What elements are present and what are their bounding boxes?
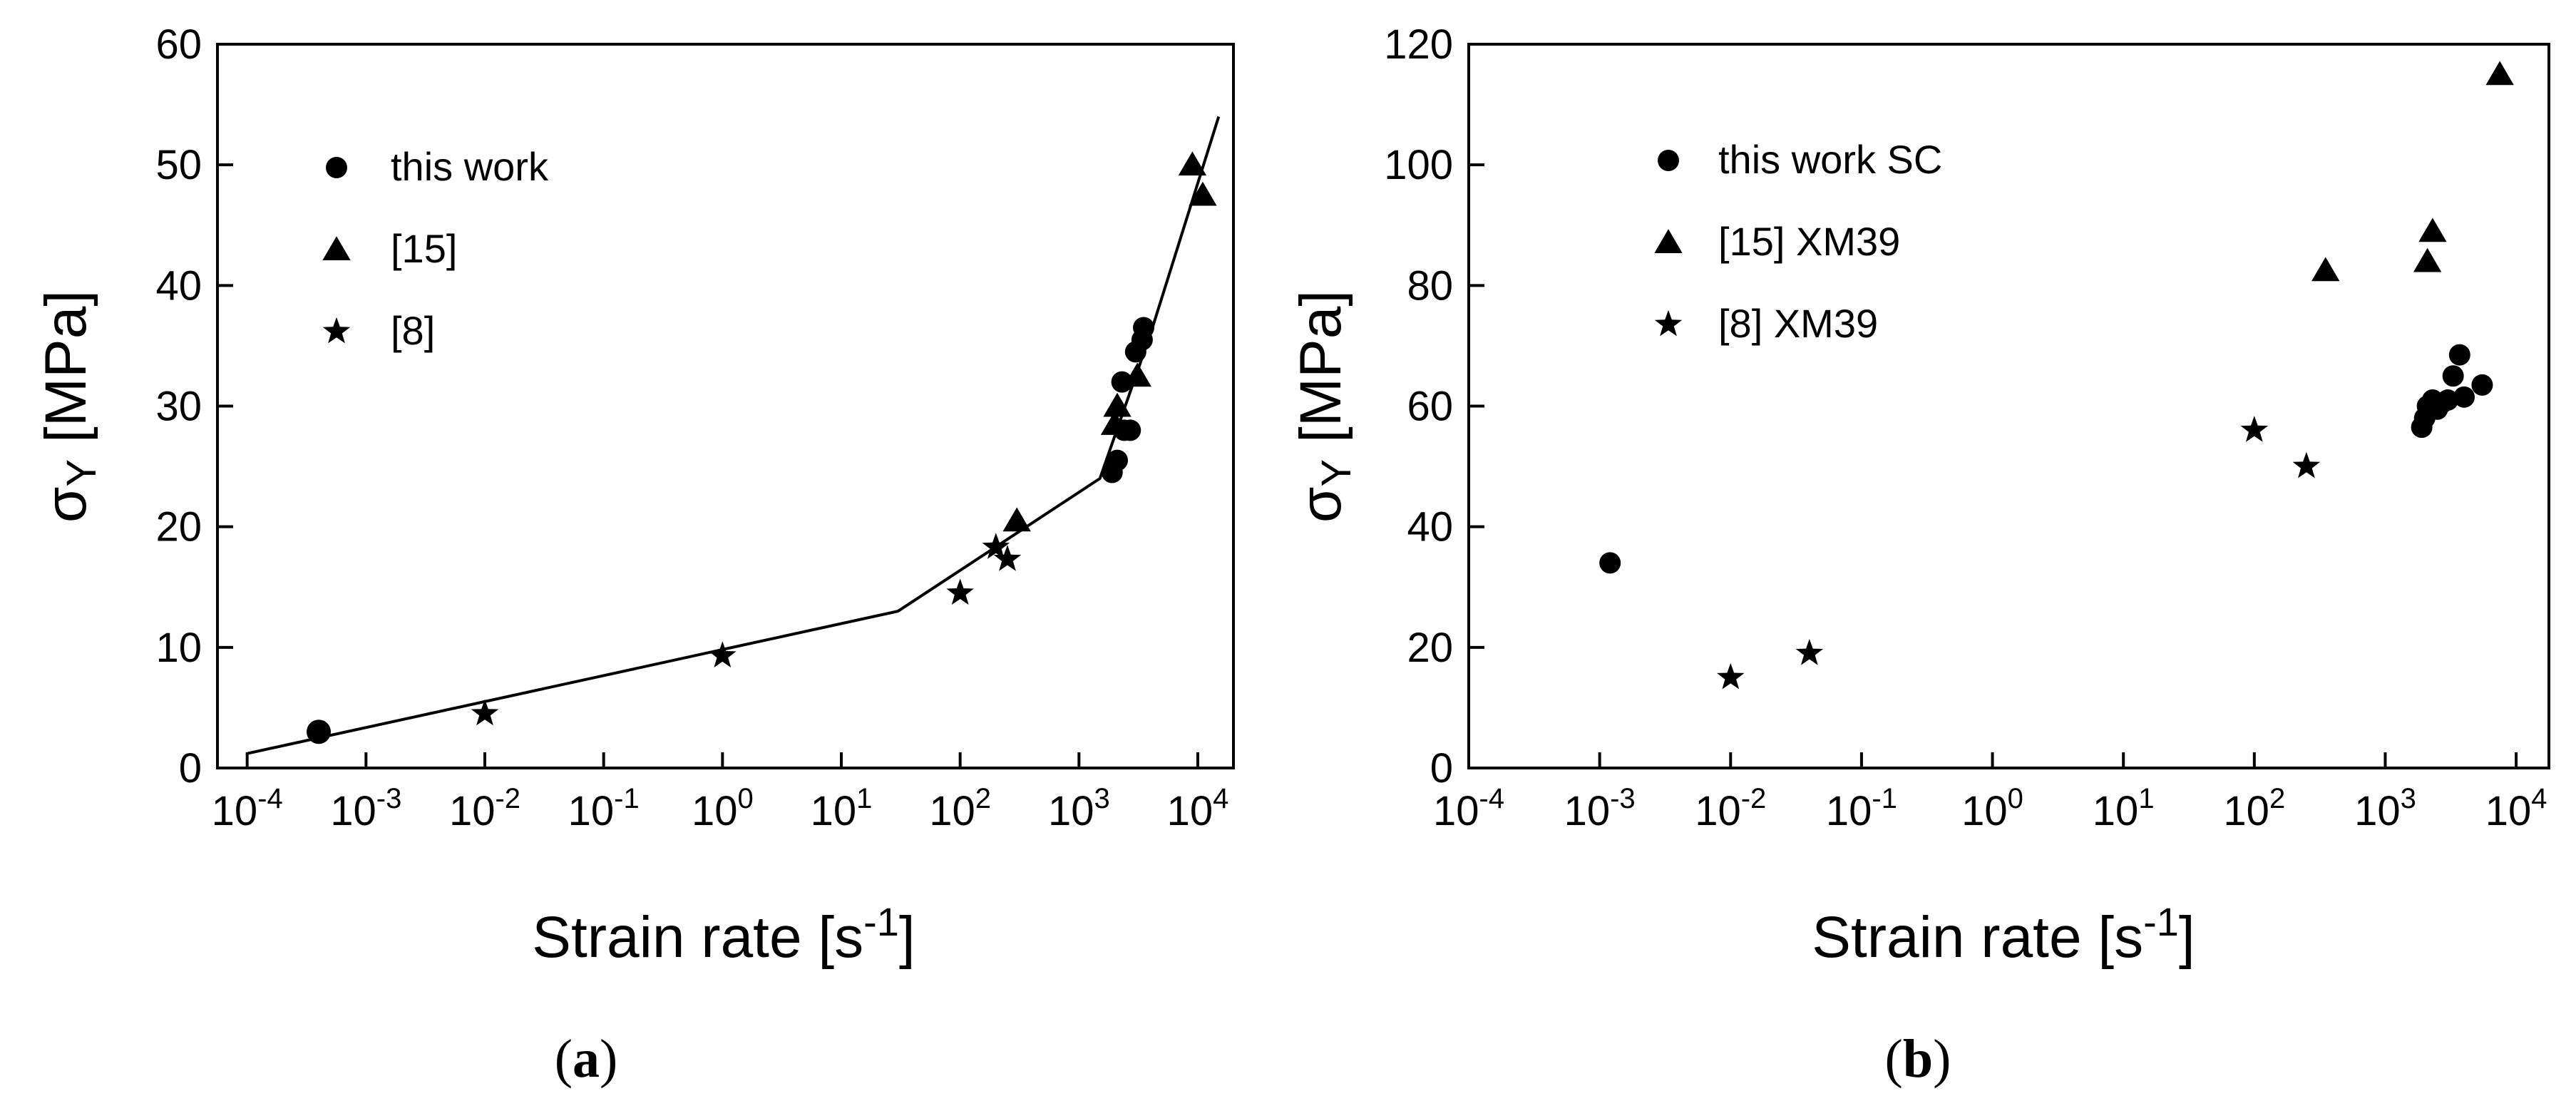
y-tick-label: 40 [1407, 504, 1453, 551]
x-axis-title-b: Strain rate [s-1] [1812, 899, 2195, 970]
x-tick-label: 10-1 [1826, 783, 1897, 834]
x-tick-label: 100 [692, 783, 754, 834]
data-point-triangle [2413, 247, 2442, 272]
data-point-circle [1133, 317, 1155, 339]
legend-label: [15] [391, 226, 457, 271]
data-point-circle [2448, 344, 2470, 366]
data-point-triangle [1103, 392, 1132, 417]
y-tick-label: 0 [1430, 745, 1453, 792]
panel-label-b: (b) [1885, 1029, 1951, 1089]
x-tick-label: 103 [1048, 783, 1110, 834]
data-point-star [2240, 416, 2269, 442]
x-tick-label: 10-1 [568, 783, 640, 834]
data-point-triangle [1002, 507, 1031, 532]
data-point-triangle [2485, 61, 2514, 86]
legend-a: this work [15] [8] [322, 144, 549, 353]
x-tick-label: 10-2 [449, 783, 520, 834]
data-point-star [1795, 639, 1824, 665]
y-tick-label: 80 [1407, 262, 1453, 309]
data-marks-b [1599, 61, 2514, 690]
data-point-circle [307, 720, 332, 744]
data-point-triangle [1189, 181, 1217, 206]
y-axis-title-b: σY [MPa] [1288, 290, 1360, 523]
x-tick-label: 101 [811, 783, 873, 834]
data-point-triangle [1123, 362, 1151, 387]
legend-marker-star [1654, 309, 1683, 337]
x-tick-label: 103 [2354, 783, 2416, 834]
x-axis-b: 10-4 10-3 10-2 10-1 100 101 102 103 104 [1433, 752, 2547, 834]
y-tick-label: 20 [155, 504, 202, 551]
y-tick-label: 100 [1384, 142, 1453, 188]
data-point-star [471, 699, 499, 726]
y-tick-label: 20 [1407, 625, 1453, 671]
x-tick-label: 100 [1961, 783, 2023, 834]
data-point-star [993, 545, 1022, 571]
fit-line-a [247, 116, 1221, 755]
y-tick-label: 120 [1384, 21, 1453, 68]
legend-marker-circle [326, 157, 347, 178]
data-point-circle [2437, 389, 2459, 411]
data-point-circle [1111, 371, 1133, 393]
x-tick-label: 10-2 [1695, 783, 1766, 834]
x-tick-label: 101 [2093, 783, 2155, 834]
plot-frame-b [1467, 43, 2550, 769]
legend-marker-star [322, 317, 351, 344]
y-tick-label: 0 [179, 745, 202, 792]
data-point-circle [2442, 365, 2464, 387]
x-tick-label: 102 [2223, 783, 2285, 834]
data-point-circle [1599, 552, 1621, 574]
y-tick-label: 40 [155, 262, 202, 309]
legend-label: [15] XM39 [1718, 219, 1900, 264]
legend-label: this work [391, 144, 549, 189]
data-point-star [709, 641, 737, 668]
y-tick-label: 50 [155, 142, 202, 188]
legend-b: this work SC [15] XM39 [8] XM39 [1654, 137, 1942, 346]
x-tick-label: 102 [929, 783, 991, 834]
data-point-triangle [2311, 257, 2340, 282]
legend-marker-triangle [322, 236, 351, 260]
data-point-star [982, 533, 1010, 559]
data-point-triangle [1178, 151, 1207, 176]
data-point-triangle [1100, 411, 1129, 435]
x-tick-label: 10-3 [1564, 783, 1636, 834]
data-point-star [2292, 451, 2321, 478]
y-tick-label: 60 [1407, 384, 1453, 430]
legend-marker-circle [1658, 150, 1679, 171]
legend-label: this work SC [1718, 137, 1942, 182]
x-tick-label: 10-4 [212, 783, 283, 834]
y-tick-label: 30 [155, 384, 202, 430]
legend-marker-triangle [1654, 229, 1683, 253]
x-tick-label: 104 [1167, 783, 1229, 834]
x-axis-title-a: Strain rate [s-1] [532, 899, 915, 970]
data-point-circle [2471, 374, 2493, 396]
y-axis-a: 0 10 20 30 40 50 60 [155, 21, 233, 792]
data-point-circle [1119, 419, 1141, 441]
panel-label-a: (a) [555, 1029, 618, 1089]
data-point-star [946, 578, 974, 605]
x-tick-label: 10-3 [330, 783, 401, 834]
legend-label: [8] [391, 308, 435, 353]
y-tick-label: 10 [155, 625, 202, 671]
legend-label: [8] XM39 [1718, 301, 1878, 346]
data-point-circle [1107, 449, 1129, 471]
fit-line [247, 116, 1221, 755]
x-tick-label: 104 [2485, 783, 2547, 834]
y-axis-title-a: σY [MPa] [34, 290, 105, 523]
x-tick-label: 10-4 [1433, 783, 1504, 834]
y-axis-b: 0 20 40 60 80 100 120 [1384, 21, 1484, 792]
data-point-star [1717, 662, 1745, 690]
y-tick-label: 60 [155, 21, 202, 68]
x-axis-a: 10-4 10-3 10-2 10-1 100 101 102 103 104 [212, 752, 1229, 834]
data-point-circle [2453, 386, 2475, 408]
data-point-triangle [2418, 217, 2447, 242]
data-marks-a [307, 151, 1217, 744]
